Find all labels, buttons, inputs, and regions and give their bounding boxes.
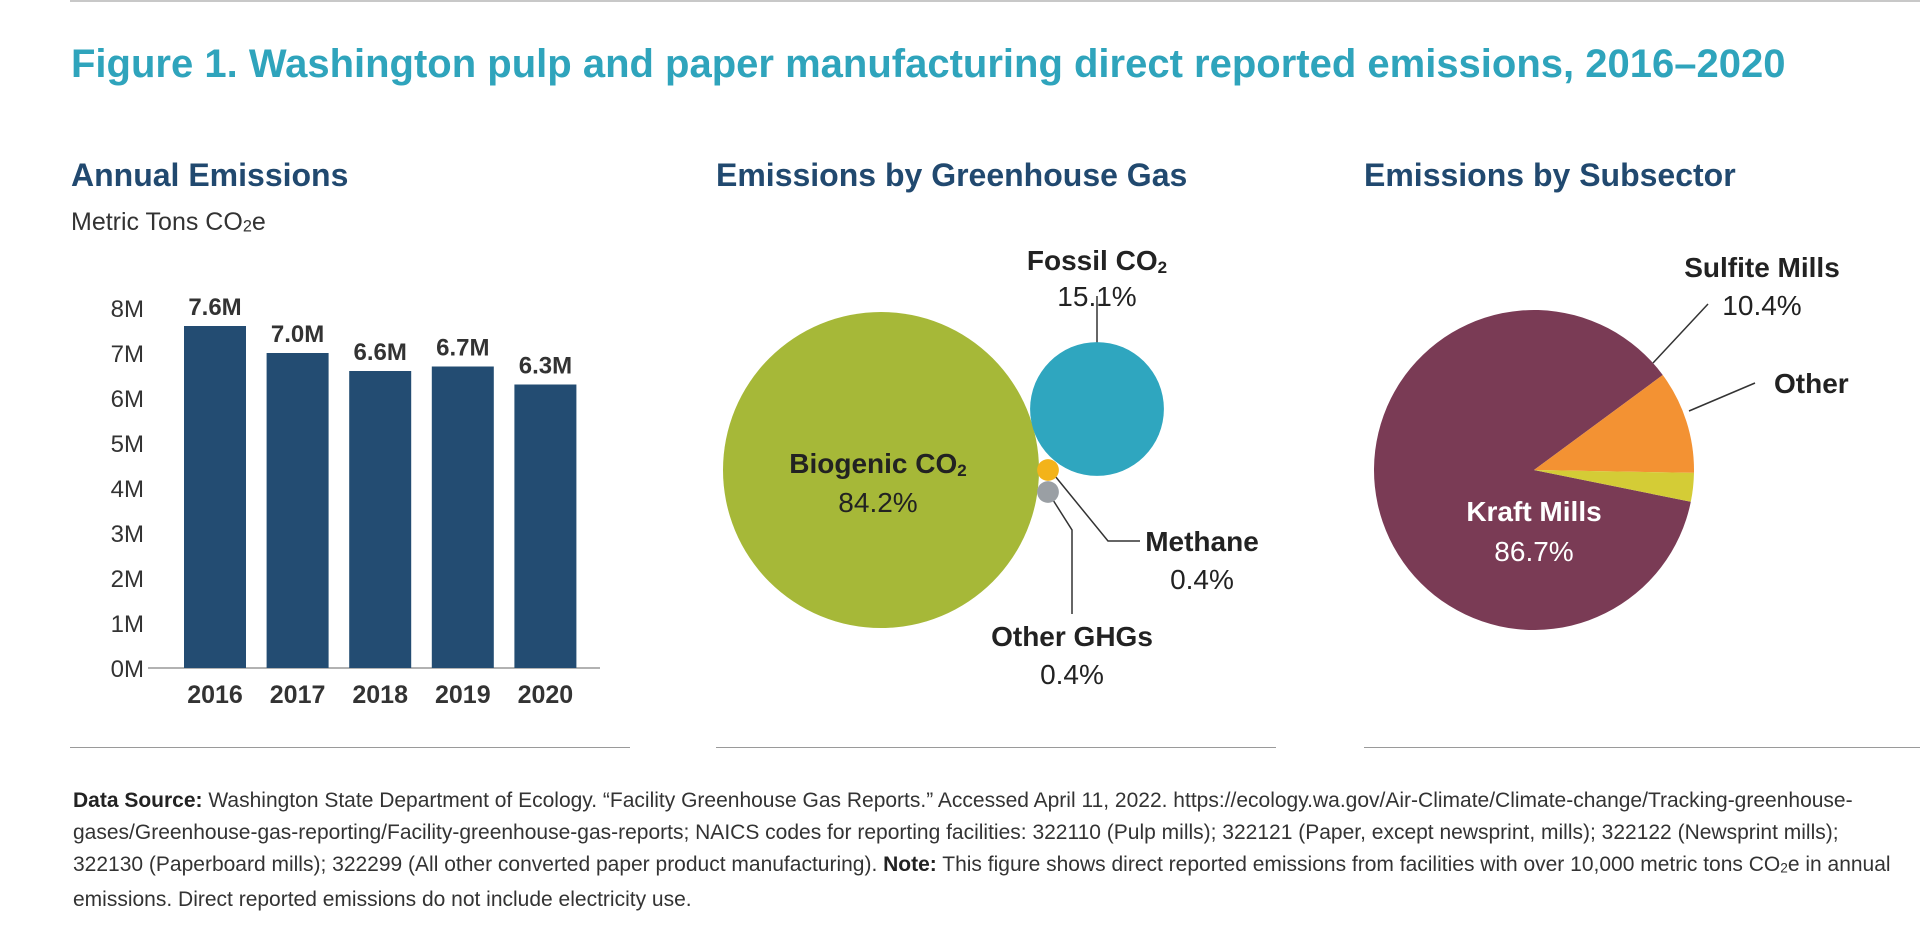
ghg-divider <box>716 747 1276 748</box>
y-tick-label: 2M <box>111 566 144 593</box>
bubble-methane <box>1037 459 1059 481</box>
bubble-fossil-co2 <box>1030 342 1164 476</box>
annual-emissions-title: Annual Emissions <box>71 157 349 193</box>
bubble-other-ghgs <box>1037 481 1059 503</box>
bubble-value-label: 0.4% <box>1170 564 1234 595</box>
bubble-value-label: 15.1% <box>1057 281 1136 312</box>
pie-label: Other <box>1774 368 1849 399</box>
sulfite-leader-line <box>1652 303 1709 364</box>
other-ghg-leader-line <box>1052 499 1073 614</box>
bubble-label: Methane <box>1145 526 1259 557</box>
bar-value-label: 7.6M <box>188 294 241 321</box>
y-tick-label: 7M <box>111 341 144 368</box>
subsector-divider <box>1364 747 1920 748</box>
other-sub-leader-line <box>1688 382 1756 412</box>
y-tick-label: 3M <box>111 521 144 548</box>
y-tick-label: 8M <box>111 296 144 323</box>
x-tick-label: 2019 <box>435 681 491 709</box>
y-tick-label: 0M <box>111 656 144 683</box>
figure-canvas: 0M 1M 2M 3M 4M 5M 6M 7M 8M 7.6M 2016 7.0M 2017 6.6M 20… <box>111 245 1849 709</box>
bar-value-label: 6.7M <box>436 335 489 362</box>
pie-value-label: 86.7% <box>1494 536 1573 567</box>
bar-2018 <box>349 371 412 668</box>
annual-divider <box>70 747 630 748</box>
y-tick-label: 1M <box>111 611 144 638</box>
pie-slice-sulfite-mills <box>1534 375 1694 473</box>
pie-label: Kraft Mills <box>1466 496 1601 527</box>
bar-value-label: 7.0M <box>271 321 324 348</box>
bar-2016 <box>184 326 246 668</box>
pie-slice-other <box>1534 470 1694 502</box>
bubble-biogenic-co2 <box>723 312 1039 628</box>
top-rule <box>70 0 1920 2</box>
bubble-label: Fossil CO2 <box>1027 245 1167 277</box>
pie-value-label: 10.4% <box>1722 290 1801 321</box>
methane-leader-line <box>1054 475 1140 542</box>
bar-value-label: 6.3M <box>519 353 572 380</box>
x-tick-label: 2020 <box>518 681 574 709</box>
bubble-label: Biogenic CO2 <box>789 448 966 480</box>
bubble-value-label: 84.2% <box>838 487 917 518</box>
pie-label: Sulfite Mills <box>1684 252 1840 283</box>
annual-emissions-subtitle: Metric Tons CO2e <box>71 208 266 236</box>
bar-value-label: 6.6M <box>354 339 407 366</box>
bar-2020 <box>514 384 577 668</box>
ghg-emissions-title: Emissions by Greenhouse Gas <box>716 157 1188 193</box>
x-tick-label: 2016 <box>187 681 243 709</box>
subsector-emissions-title: Emissions by Subsector <box>1364 157 1736 193</box>
figure-title: Figure 1. Washington pulp and paper manu… <box>71 42 1786 86</box>
bubble-label: Other GHGs <box>991 621 1153 652</box>
bar-2017 <box>266 353 329 668</box>
x-tick-label: 2018 <box>352 681 408 709</box>
pie-slice-kraft-mills <box>1373 310 1691 631</box>
y-tick-label: 6M <box>111 386 144 413</box>
footer-source-note: Data Source: Washington State Department… <box>73 789 1891 912</box>
y-tick-label: 4M <box>111 476 144 503</box>
bar-2019 <box>431 366 494 668</box>
y-tick-label: 5M <box>111 431 144 458</box>
x-tick-label: 2017 <box>270 681 326 709</box>
bubble-value-label: 0.4% <box>1040 659 1104 690</box>
